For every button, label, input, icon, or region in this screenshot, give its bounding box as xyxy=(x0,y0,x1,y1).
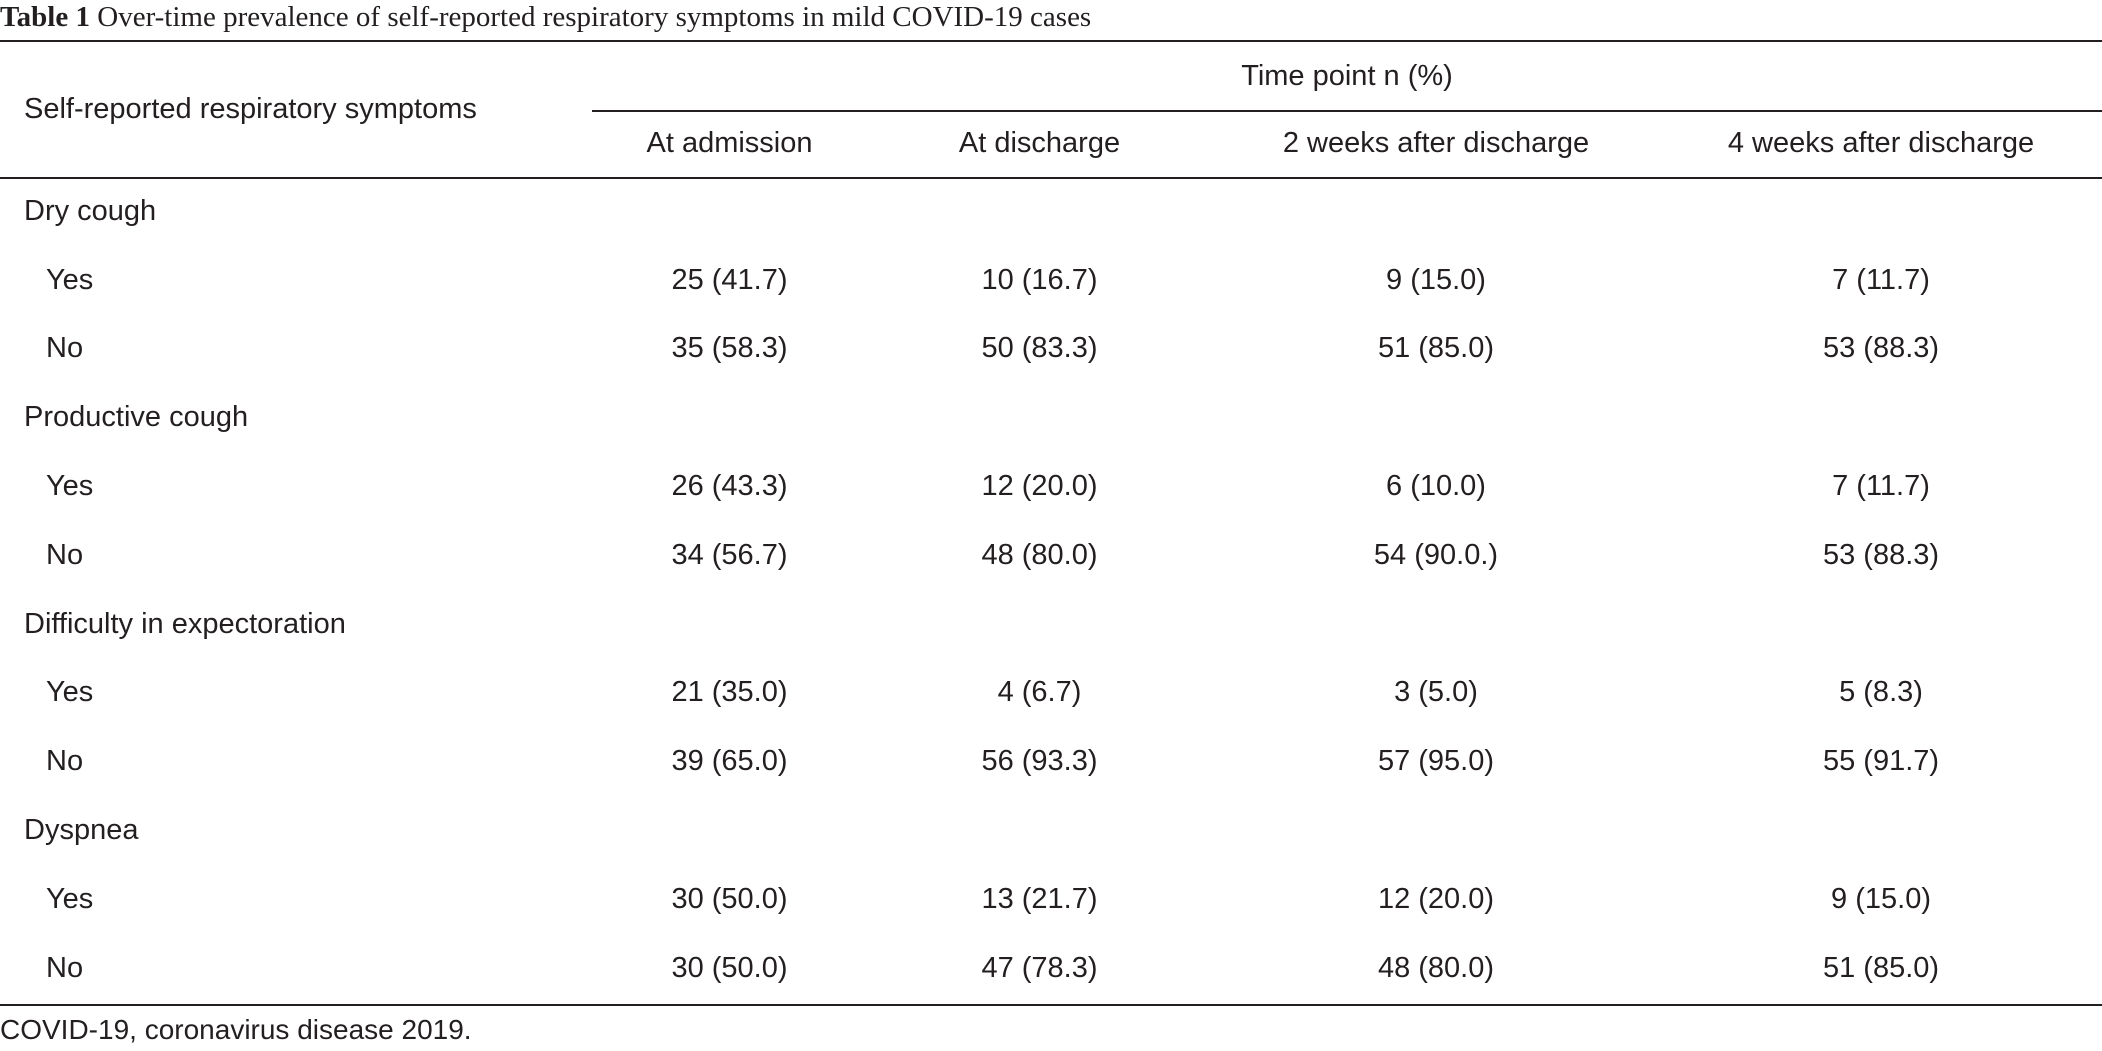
cell-value: 30 (50.0) xyxy=(671,882,788,915)
section-row-difficulty-in-expectoration: Difficulty in expectoration xyxy=(0,590,2102,659)
cell-value: 57 (95.0) xyxy=(1377,745,1495,778)
cell-value: 39 (65.0) xyxy=(671,745,788,778)
table-caption: Table 1 Over-time prevalence of self-rep… xyxy=(0,0,1091,40)
stub-header: Self-reported respiratory symptoms xyxy=(24,93,477,125)
section-title: Dry cough xyxy=(24,194,157,227)
cell-value: 50 (83.3) xyxy=(981,332,1098,365)
column-header-at-admission: At admission xyxy=(646,127,813,159)
row-label: No xyxy=(46,951,84,984)
row-label: No xyxy=(46,745,84,778)
section-row-productive-cough: Productive cough xyxy=(0,383,2102,452)
cell-value: 7 (11.7) xyxy=(1832,470,1930,503)
row-label: Yes xyxy=(46,470,94,503)
section-row-dyspnea: Dyspnea xyxy=(0,796,2102,865)
table-row: Yes 21 (35.0) 4 (6.7) 3 (5.0) 5 (8.3) xyxy=(0,659,2102,728)
section-title: Productive cough xyxy=(24,401,249,434)
cell-value: 6 (10.0) xyxy=(1386,470,1486,503)
section-title: Difficulty in expectoration xyxy=(24,607,346,640)
row-label: No xyxy=(46,538,84,571)
table-row: No 34 (56.7) 48 (80.0) 54 (90.0.) 53 (88… xyxy=(0,521,2102,590)
cell-value: 25 (41.7) xyxy=(671,263,788,296)
row-label: No xyxy=(46,332,84,365)
column-header-at-discharge: At discharge xyxy=(958,127,1121,159)
cell-value: 56 (93.3) xyxy=(981,745,1098,778)
section-title: Dyspnea xyxy=(24,814,139,847)
table-caption-text: Over-time prevalence of self-reported re… xyxy=(97,1,1092,33)
group-header-rule xyxy=(592,110,2102,112)
cell-value: 48 (80.0) xyxy=(1377,951,1495,984)
cell-value: 21 (35.0) xyxy=(671,676,788,709)
table-row: No 35 (58.3) 50 (83.3) 51 (85.0) 53 (88.… xyxy=(0,315,2102,384)
cell-value: 48 (80.0) xyxy=(981,538,1098,571)
cell-value: 4 (6.7) xyxy=(997,676,1082,709)
section-row-dry-cough: Dry cough xyxy=(0,177,2102,246)
cell-value: 54 (90.0.) xyxy=(1373,538,1499,571)
cell-value: 51 (85.0) xyxy=(1377,332,1495,365)
column-header-4-weeks: 4 weeks after discharge xyxy=(1727,127,2035,159)
cell-value: 12 (20.0) xyxy=(981,470,1098,503)
cell-value: 34 (56.7) xyxy=(671,538,788,571)
cell-value: 26 (43.3) xyxy=(671,470,788,503)
cell-value: 7 (11.7) xyxy=(1832,263,1930,296)
cell-value: 3 (5.0) xyxy=(1394,676,1478,709)
table-row: No 39 (65.0) 56 (93.3) 57 (95.0) 55 (91.… xyxy=(0,727,2102,796)
cell-value: 9 (15.0) xyxy=(1386,263,1486,296)
row-label: Yes xyxy=(46,263,94,296)
group-header: Time point n (%) xyxy=(1241,59,1453,92)
table-caption-label: Table 1 xyxy=(0,1,90,33)
header-bottom-rule xyxy=(0,177,2102,179)
cell-value: 5 (8.3) xyxy=(1839,676,1923,709)
table-row: Yes 26 (43.3) 12 (20.0) 6 (10.0) 7 (11.7… xyxy=(0,452,2102,521)
table-row: Yes 30 (50.0) 13 (21.7) 12 (20.0) 9 (15.… xyxy=(0,865,2102,934)
cell-value: 53 (88.3) xyxy=(1822,332,1940,365)
header-row-group: Self-reported respiratory symptoms Time … xyxy=(0,42,2102,126)
column-header-2-weeks: 2 weeks after discharge xyxy=(1282,127,1590,159)
cell-value: 10 (16.7) xyxy=(981,263,1098,296)
top-rule xyxy=(0,40,2102,42)
cell-value: 55 (91.7) xyxy=(1822,745,1940,778)
bottom-rule xyxy=(0,1004,2102,1006)
cell-value: 53 (88.3) xyxy=(1822,538,1940,571)
cell-value: 35 (58.3) xyxy=(671,332,788,365)
cell-value: 51 (85.0) xyxy=(1822,951,1940,984)
cell-value: 30 (50.0) xyxy=(671,951,788,984)
table-row: No 30 (50.0) 47 (78.3) 48 (80.0) 51 (85.… xyxy=(0,934,2102,1003)
table-footnote: COVID-19, coronavirus disease 2019. xyxy=(0,1014,472,1045)
header-row-columns: At admission At discharge 2 weeks after … xyxy=(0,110,2102,177)
row-label: Yes xyxy=(46,882,94,915)
cell-value: 9 (15.0) xyxy=(1831,882,1931,915)
row-label: Yes xyxy=(46,676,94,709)
table-row: Yes 25 (41.7) 10 (16.7) 9 (15.0) 7 (11.7… xyxy=(0,246,2102,315)
cell-value: 13 (21.7) xyxy=(981,882,1098,915)
cell-value: 12 (20.0) xyxy=(1377,882,1495,915)
cell-value: 47 (78.3) xyxy=(981,951,1098,984)
data-table: Self-reported respiratory symptoms Time … xyxy=(0,42,2102,1003)
